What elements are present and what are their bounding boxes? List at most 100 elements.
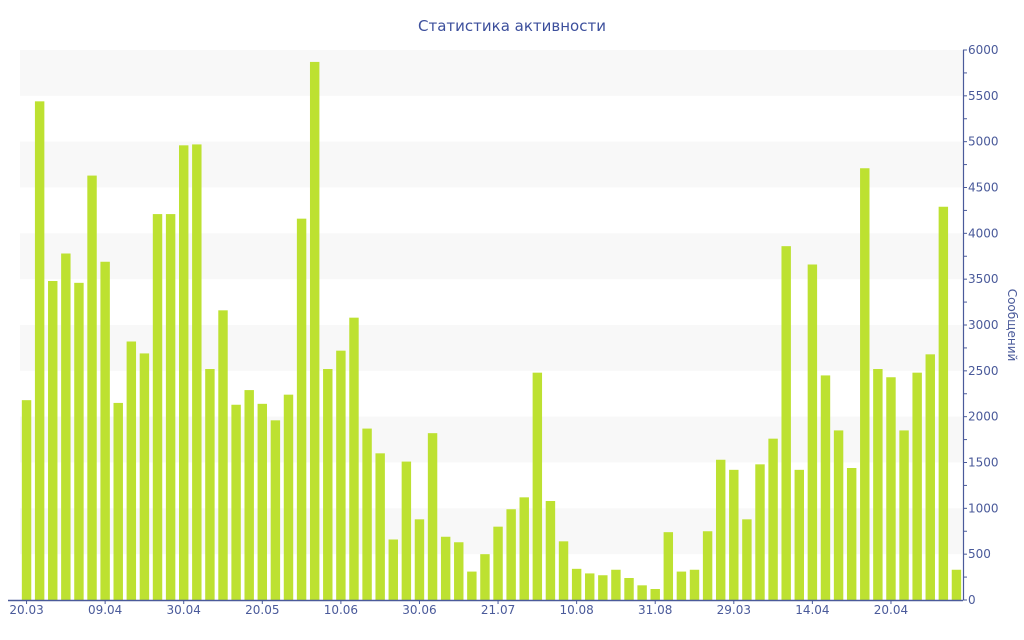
bar	[323, 369, 333, 600]
bar	[742, 519, 752, 600]
bar	[899, 430, 909, 600]
x-tick-label: 30.06	[402, 603, 436, 617]
bar	[309, 61, 320, 600]
bar	[506, 509, 516, 600]
bar	[794, 469, 804, 600]
bar	[532, 372, 543, 600]
y-tick-label: 6000	[968, 43, 999, 57]
y-tick-label: 3000	[968, 318, 999, 332]
bar	[624, 578, 634, 600]
bar	[336, 350, 346, 600]
bar	[571, 568, 582, 600]
bar	[493, 526, 503, 600]
y-tick-label: 2000	[968, 410, 999, 424]
bar	[729, 469, 739, 600]
bar	[152, 214, 163, 601]
x-tick-label: 30.04	[167, 603, 201, 617]
x-tick-label: 20.05	[245, 603, 279, 617]
bar	[781, 246, 791, 600]
bar	[349, 317, 359, 600]
bar	[873, 369, 883, 600]
bar	[61, 253, 71, 600]
bar	[715, 459, 726, 600]
bar	[414, 519, 425, 600]
bar	[388, 539, 398, 600]
bar	[467, 571, 477, 600]
bar	[689, 569, 700, 600]
grid-band	[20, 325, 963, 371]
y-tick-label: 4500	[968, 181, 999, 195]
bar	[126, 341, 137, 600]
y-tick-label: 500	[968, 547, 991, 561]
bar	[611, 569, 621, 600]
x-axis: 20.03 09.04 30.04 20.05 10.06 30.06 21.07 10.08…	[8, 599, 963, 617]
bar	[637, 585, 647, 600]
bar	[48, 281, 58, 600]
bar	[545, 501, 556, 600]
bar	[296, 218, 307, 600]
y-axis-label: Сообщений	[1005, 289, 1019, 362]
bar	[585, 573, 595, 600]
bar	[519, 497, 529, 600]
bar	[663, 532, 674, 600]
y-tick-label: 4000	[968, 226, 999, 240]
bar	[951, 569, 962, 600]
y-tick-label: 3500	[968, 272, 999, 286]
bar	[113, 402, 123, 600]
bar	[846, 468, 857, 600]
bar	[820, 375, 831, 600]
y-tick-label: 1500	[968, 456, 999, 470]
bar	[218, 310, 228, 600]
bar	[598, 575, 608, 600]
bars	[21, 61, 962, 601]
x-tick-label: 20.04	[874, 603, 908, 617]
x-tick-label: 10.08	[559, 603, 593, 617]
y-tick-label: 5000	[968, 135, 999, 149]
bar	[650, 589, 660, 600]
bar	[21, 400, 32, 600]
bar	[886, 377, 896, 600]
bar	[427, 433, 438, 600]
bar	[401, 461, 412, 600]
grid-band	[20, 508, 963, 555]
bar	[860, 168, 870, 600]
bar	[702, 531, 713, 600]
bar	[205, 369, 215, 600]
x-tick-label: 31.08	[638, 603, 672, 617]
bar	[938, 206, 949, 600]
y-tick-label: 2500	[968, 364, 999, 378]
bar	[100, 261, 110, 600]
bar	[87, 175, 97, 601]
x-tick-label: 14.04	[795, 603, 829, 617]
bar	[755, 464, 765, 600]
bar	[912, 372, 922, 600]
bar	[454, 542, 464, 600]
x-tick-label: 09.04	[88, 603, 122, 617]
bar	[270, 420, 281, 600]
x-tick-label: 20.03	[9, 603, 43, 617]
y-tick-label: 0	[968, 593, 976, 607]
bar	[283, 394, 294, 600]
grid-bands	[20, 50, 963, 555]
bar	[165, 214, 176, 601]
bar	[480, 554, 490, 600]
chart-title: Статистика активности	[418, 17, 606, 35]
x-tick-label: 29.03	[717, 603, 751, 617]
bar	[440, 536, 451, 600]
x-tick-label: 10.06	[324, 603, 358, 617]
bar	[676, 571, 687, 600]
grid-band	[20, 50, 963, 96]
grid-band	[20, 233, 963, 280]
bar	[244, 390, 254, 600]
bar	[925, 354, 935, 600]
y-tick-label: 5500	[968, 89, 999, 103]
x-tick-label: 21.07	[481, 603, 515, 617]
bar	[833, 430, 844, 600]
bar	[362, 428, 372, 600]
y-axis: 0 500 1000 1500 2000 2500 3000 3500 4000 4500 5000…	[962, 43, 999, 607]
bar	[807, 264, 818, 600]
y-tick-label: 1000	[968, 501, 999, 515]
bar	[231, 404, 241, 600]
bar	[192, 144, 202, 600]
